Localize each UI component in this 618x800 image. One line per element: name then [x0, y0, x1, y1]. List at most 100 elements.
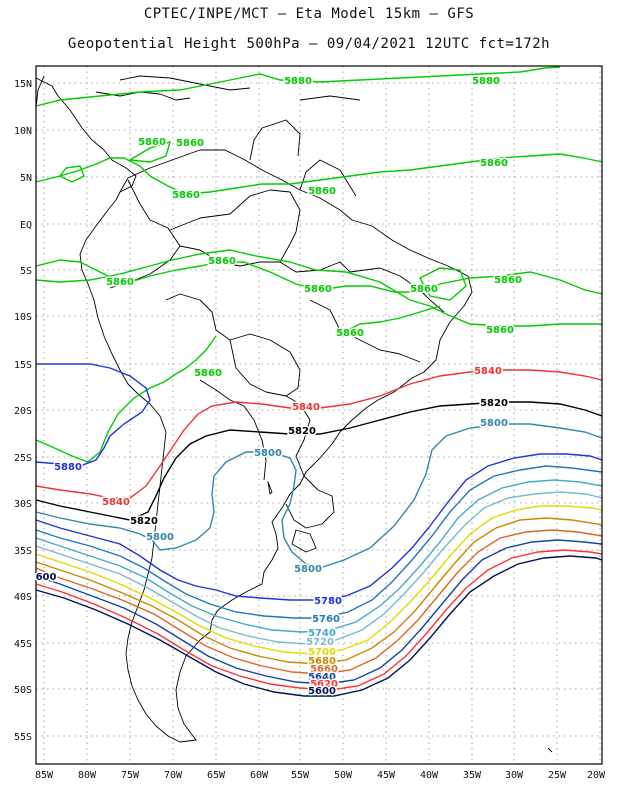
contour-5700 [35, 505, 603, 655]
lat-label: 30S [14, 499, 32, 510]
contour-5620 [35, 549, 603, 691]
lon-label: 80W [78, 770, 97, 781]
lon-label: 85W [35, 770, 54, 781]
contour-5800-loop [159, 423, 603, 569]
contour-5680 [35, 517, 603, 665]
contour-5860-e [58, 165, 85, 183]
contour-label: 5860 [486, 325, 514, 336]
lat-label: 50S [14, 685, 32, 696]
contour-label: 5880 [472, 76, 500, 87]
contour-label: 5740 [308, 628, 336, 639]
lat-label: 5N [20, 173, 32, 184]
contour-5880-north [35, 66, 561, 107]
contour-label: 5860 [410, 284, 438, 295]
contour-5860-g [419, 267, 467, 301]
lat-label: 20S [14, 406, 32, 417]
map-title: CPTEC/INPE/MCT – Eta Model 15km – GFS [143, 6, 475, 22]
contours [35, 66, 603, 697]
lon-label: 75W [121, 770, 140, 781]
lon-label: 65W [207, 770, 226, 781]
contour-label: 5680 [308, 656, 336, 667]
contour-label: 5780 [314, 596, 342, 607]
contour-5860-d [339, 305, 441, 335]
contour-label: 5860 [304, 284, 332, 295]
contour-label: 5700 [308, 647, 336, 658]
contour-5780 [35, 453, 603, 601]
contour-label: 5860 [172, 190, 200, 201]
contour-label: 5860 [194, 368, 222, 379]
lon-label: 25W [548, 770, 567, 781]
contour-5860-south [35, 335, 217, 463]
contour-label: 5880 [284, 76, 312, 87]
lat-label: 40S [14, 592, 32, 603]
contour-label: 5860 [176, 138, 204, 149]
contour-label: 5600 [308, 686, 336, 697]
lon-label: 35W [463, 770, 482, 781]
lat-label: 10N [14, 126, 32, 137]
lon-label: 50W [334, 770, 353, 781]
longitude-labels: 85W 80W 75W 70W 65W 60W 55W 50W 45W 40W … [35, 770, 606, 781]
lon-label: 20W [587, 770, 606, 781]
contour-label: 5660 [310, 664, 338, 675]
lat-label: 25S [14, 453, 32, 464]
contour-label: 5860 [494, 275, 522, 286]
contour-5880-blue [35, 363, 151, 467]
contour-label: 5820 [130, 516, 158, 527]
contour-label: 5640 [308, 672, 336, 683]
latitude-labels: 15N 10N 5N EQ 5S 10S 15S 20S 25S 30S 35S… [14, 79, 32, 743]
lat-label: 55S [14, 732, 32, 743]
lon-label: 60W [250, 770, 269, 781]
contour-label: 5860 [138, 137, 166, 148]
contour-label: 5860 [106, 277, 134, 288]
lat-lon-grid [36, 66, 602, 764]
contour-5860-a [35, 153, 603, 195]
contour-label: 5840 [292, 402, 320, 413]
lon-label: 30W [505, 770, 524, 781]
lat-label: 5S [20, 266, 32, 277]
contour-label: 5860 [308, 186, 336, 197]
contour-5740 [35, 479, 603, 633]
contour-label: 5800 [146, 532, 174, 543]
lat-label: 10S [14, 312, 32, 323]
contour-5600 [35, 555, 603, 697]
contour-5660 [35, 529, 603, 675]
contour-label: 5800 [294, 564, 322, 575]
contour-5860-b [35, 259, 603, 295]
lon-label: 40W [420, 770, 439, 781]
contour-label: 5800 [254, 448, 282, 459]
lat-label: 15S [14, 360, 32, 371]
contour-label: 5760 [312, 614, 340, 625]
lat-label: 35S [14, 546, 32, 557]
contour-label: 5720 [306, 637, 334, 648]
lon-label: 55W [291, 770, 310, 781]
lon-label: 45W [377, 770, 396, 781]
lat-label: 45S [14, 639, 32, 650]
contour-label: 5840 [102, 497, 130, 508]
lat-label: 15N [14, 79, 32, 90]
contour-label: 5840 [474, 366, 502, 377]
contour-label: 5860 [208, 256, 236, 267]
map-frame [35, 65, 603, 765]
contour-5840 [35, 369, 603, 499]
contour-5800-outer [35, 511, 161, 551]
contour-label: 5860 [336, 328, 364, 339]
contour-label: 600 [36, 572, 57, 583]
lat-label: EQ [20, 220, 32, 231]
contour-label: 5620 [310, 679, 338, 690]
contour-label: 5860 [480, 158, 508, 169]
contour-label: 5800 [480, 418, 508, 429]
lon-label: 70W [164, 770, 183, 781]
map-subtitle: Geopotential Height 500hPa – 09/04/2021 … [67, 36, 551, 52]
contour-5860-f [127, 140, 172, 163]
contour-labels: 5880 5880 5860 5860 5860 5860 5860 5860 … [34, 75, 523, 699]
contour-5720 [35, 491, 603, 645]
contour-5760 [35, 465, 603, 619]
contour-label: 5820 [288, 426, 316, 437]
contour-5860-c [35, 249, 602, 327]
contour-label: 5820 [480, 398, 508, 409]
contour-label: 5880 [54, 462, 82, 473]
contour-5820 [35, 401, 603, 521]
contour-5640 [35, 539, 603, 685]
coastlines [35, 75, 553, 753]
